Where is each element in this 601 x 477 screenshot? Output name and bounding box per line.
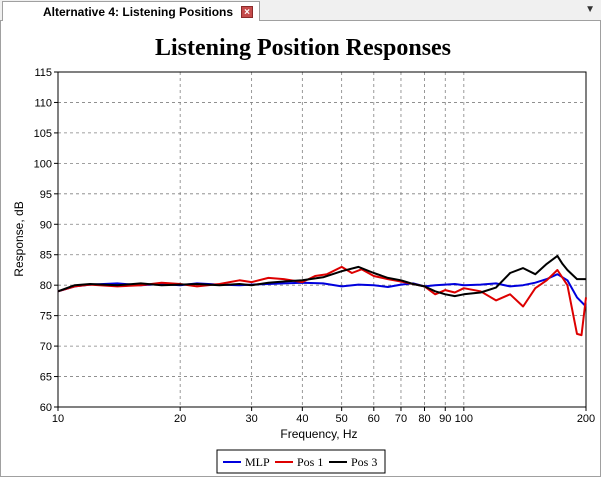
chart: Listening Position Responses 10 20 30 40 50 6… — [12, 35, 595, 474]
legend-entry: MLP — [245, 455, 270, 469]
y-axis-label: Response, dB — [12, 201, 26, 276]
chart-title: Listening Position Responses — [155, 35, 451, 61]
x-axis-label: Frequency, Hz — [280, 427, 357, 441]
series-line-mlp — [57, 273, 587, 308]
x-tick-label: 10 — [52, 413, 64, 425]
grid — [58, 72, 586, 407]
legend: MLP Pos 1 Pos 3 — [216, 449, 386, 474]
plot-area — [57, 71, 587, 408]
tab-listening-positions[interactable]: Alternative 4: Listening Positions × — [2, 1, 261, 21]
y-tick-label: 80 — [40, 280, 52, 292]
x-tick-label: 60 — [368, 413, 380, 425]
y-tick-label: 65 — [40, 372, 52, 384]
series-line-pos-3 — [57, 254, 586, 298]
x-tick-label: 20 — [174, 413, 186, 425]
x-tick-label: 70 — [395, 413, 407, 425]
legend-entry: Pos 1 — [297, 455, 323, 469]
y-tick-label: 85 — [40, 250, 52, 262]
y-tick-label: 100 — [34, 158, 52, 170]
x-axis: 10 20 30 40 50 60 70 80 90 100 200 — [52, 407, 595, 425]
x-tick-label: 80 — [418, 413, 430, 425]
y-tick-label: 70 — [40, 341, 52, 353]
x-tick-label: 90 — [439, 413, 451, 425]
x-tick-label: 200 — [577, 413, 595, 425]
legend-entry: Pos 3 — [351, 455, 377, 469]
tab-label: Alternative 4: Listening Positions — [43, 4, 234, 19]
y-tick-label: 95 — [40, 189, 52, 201]
series-lines — [57, 254, 587, 337]
chart-panel: Listening Position Responses 10 20 30 40 50 6… — [0, 21, 601, 477]
x-tick-label: 40 — [296, 413, 308, 425]
y-tick-label: 105 — [34, 128, 52, 140]
x-tick-label: 100 — [455, 413, 473, 425]
close-icon[interactable]: × — [241, 5, 254, 18]
legend-box — [216, 449, 386, 474]
y-tick-label: 60 — [40, 402, 52, 414]
y-axis: 60 65 70 75 80 85 90 95 100 105 110 115 — [34, 67, 58, 414]
x-tick-label: 30 — [246, 413, 258, 425]
y-tick-label: 75 — [40, 311, 52, 323]
y-tick-label: 115 — [34, 67, 52, 79]
chevron-down-icon[interactable]: ▼ — [585, 4, 595, 15]
tab-bar: Alternative 4: Listening Positions × ▼ — [0, 0, 601, 21]
y-tick-label: 110 — [34, 97, 52, 109]
x-tick-label: 50 — [336, 413, 348, 425]
y-tick-label: 90 — [40, 219, 52, 231]
